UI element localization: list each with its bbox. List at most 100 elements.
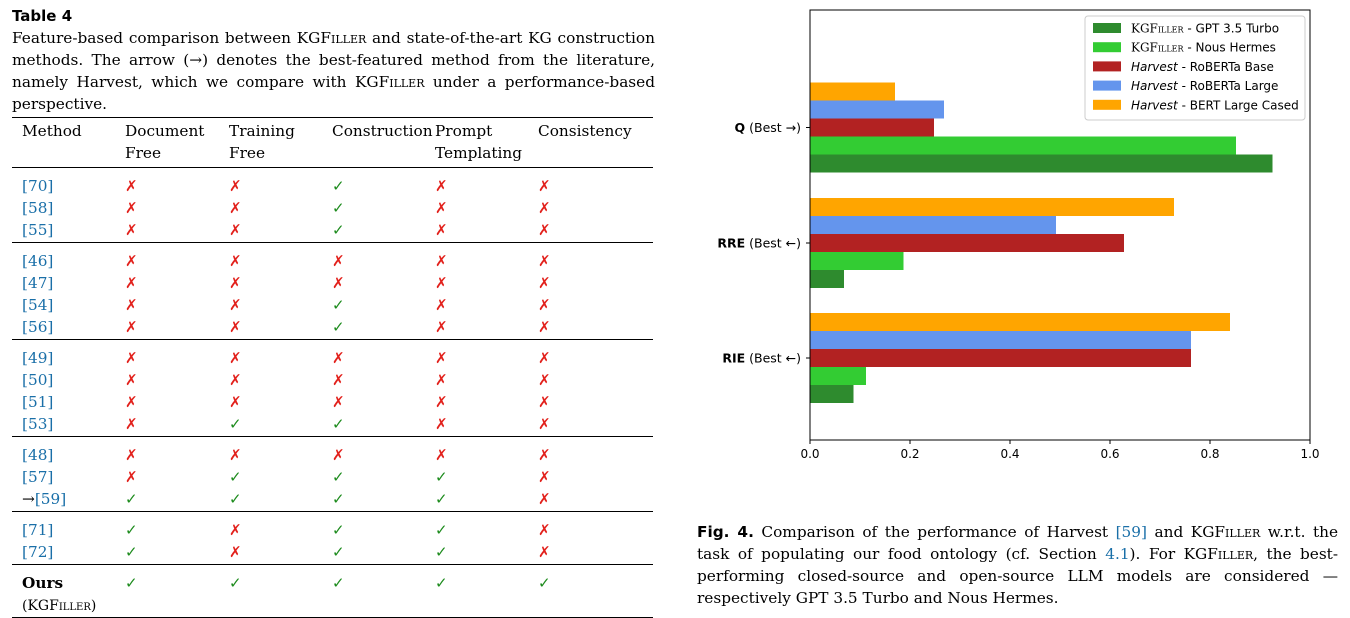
cell-consistency: ✗ [538, 197, 653, 219]
category-label: Q (Best →) [735, 120, 802, 135]
cross-icon: ✗ [435, 318, 448, 336]
cross-icon: ✗ [435, 274, 448, 292]
cell-construction: ✓ [332, 565, 435, 618]
check-icon: ✓ [229, 468, 242, 486]
cross-icon: ✗ [229, 296, 242, 314]
legend-prefix: Harvest [1131, 79, 1179, 93]
cell-prompt-templating: ✓ [435, 512, 538, 542]
legend-prefix: KGFiller [1131, 41, 1185, 55]
cross-icon: ✗ [229, 371, 242, 389]
cell-consistency: ✗ [538, 316, 653, 340]
check-icon: ✓ [435, 521, 448, 539]
cell-document-free: ✗ [125, 219, 229, 243]
cross-icon: ✗ [229, 349, 242, 367]
table-row: [70] ✗ ✗ ✓ ✗ ✗ [12, 168, 653, 198]
citation-link[interactable]: [49] [22, 349, 54, 367]
cell-training-free: ✗ [229, 168, 332, 198]
legend-suffix: - Nous Hermes [1184, 41, 1276, 55]
citation-link[interactable]: [71] [22, 521, 54, 539]
cell-method: [72] [12, 541, 125, 565]
bar [810, 331, 1191, 349]
cell-method: [51] [12, 391, 125, 413]
cross-icon: ✗ [229, 177, 242, 195]
bar [810, 234, 1124, 252]
citation-link[interactable]: [50] [22, 371, 54, 389]
table-caption-part-3: under a performance-based perspective. [12, 73, 656, 113]
bar [810, 136, 1236, 155]
check-icon: ✓ [125, 574, 138, 592]
citation-link[interactable]: [58] [22, 199, 54, 217]
table-header-row: Method Document Free Training Free Constru… [12, 117, 653, 168]
bar [810, 198, 1174, 216]
citation-link[interactable]: [46] [22, 252, 54, 270]
citation-link[interactable]: [55] [22, 221, 54, 239]
table-row: [50] ✗ ✗ ✗ ✗ ✗ [12, 369, 653, 391]
check-icon: ✓ [332, 199, 345, 217]
best-method-arrow: → [22, 490, 35, 508]
cross-icon: ✗ [332, 274, 345, 292]
cross-icon: ✗ [538, 296, 551, 314]
bar [810, 216, 1056, 234]
cross-icon: ✗ [229, 318, 242, 336]
cell-method: →[59] [12, 488, 125, 512]
cross-icon: ✗ [125, 393, 138, 411]
citation-link[interactable]: [54] [22, 296, 54, 314]
cell-construction: ✓ [332, 219, 435, 243]
cell-training-free: ✗ [229, 437, 332, 467]
cross-icon: ✗ [435, 446, 448, 464]
cell-document-free: ✗ [125, 168, 229, 198]
citation-link[interactable]: [57] [22, 468, 54, 486]
bar [810, 118, 934, 137]
header-method: Method [22, 122, 82, 140]
check-icon: ✓ [332, 221, 345, 239]
x-tick-label: 0.0 [800, 447, 819, 461]
citation-link[interactable]: [53] [22, 415, 54, 433]
check-icon: ✓ [332, 177, 345, 195]
cell-prompt-templating: ✓ [435, 488, 538, 512]
cell-consistency: ✓ [538, 565, 653, 618]
cell-training-free: ✗ [229, 294, 332, 316]
table-row: [55] ✗ ✗ ✓ ✗ ✗ [12, 219, 653, 243]
cell-prompt-templating: ✗ [435, 272, 538, 294]
cross-icon: ✗ [125, 199, 138, 217]
cell-training-free: ✓ [229, 466, 332, 488]
bar [810, 349, 1191, 367]
legend-swatch [1093, 61, 1121, 72]
cell-method: [57] [12, 466, 125, 488]
cross-icon: ✗ [435, 371, 448, 389]
citation-link[interactable]: [47] [22, 274, 54, 292]
cell-consistency: ✗ [538, 272, 653, 294]
header-construction: Construction [332, 122, 433, 140]
legend-entry: Harvest - RoBERTa Base [1131, 60, 1274, 74]
cell-construction: ✓ [332, 512, 435, 542]
table-caption-kgfiller-2: KGFiller [354, 73, 425, 91]
header-training-free: Training Free [229, 122, 295, 162]
cell-method: [71] [12, 512, 125, 542]
cell-prompt-templating: ✗ [435, 294, 538, 316]
cell-consistency: ✗ [538, 488, 653, 512]
citation-link[interactable]: [59] [34, 490, 67, 508]
check-icon: ✓ [332, 490, 345, 508]
cell-construction: ✓ [332, 294, 435, 316]
cross-icon: ✗ [229, 446, 242, 464]
cell-prompt-templating: ✗ [435, 437, 538, 467]
citation-link[interactable]: [70] [22, 177, 54, 195]
citation-link[interactable]: [56] [22, 318, 54, 336]
check-icon: ✓ [125, 490, 138, 508]
cross-icon: ✗ [229, 199, 242, 217]
category-label-rest: (Best ←) [745, 351, 801, 366]
table-row: [56] ✗ ✗ ✓ ✗ ✗ [12, 316, 653, 340]
legend-prefix: Harvest [1131, 98, 1179, 112]
figure-label: Fig. 4. [697, 523, 754, 541]
citation-link[interactable]: [48] [22, 446, 54, 464]
section-link[interactable]: 4.1 [1105, 545, 1130, 563]
cross-icon: ✗ [125, 252, 138, 270]
cross-icon: ✗ [538, 446, 551, 464]
citation-link[interactable]: [51] [22, 393, 54, 411]
table-row: [54] ✗ ✗ ✓ ✗ ✗ [12, 294, 653, 316]
table-body: [70] ✗ ✗ ✓ ✗ ✗ [58] ✗ ✗ ✓ ✗ ✗ [55] ✗ ✗ ✓ ✗ ✗ [46] ✗ ✗ ✗ ✗ ✗ [47]… [12, 168, 653, 618]
cell-construction: ✓ [332, 197, 435, 219]
cell-training-free: ✓ [229, 413, 332, 437]
citation-link[interactable]: [59] [1115, 523, 1147, 541]
citation-link[interactable]: [72] [22, 543, 54, 561]
